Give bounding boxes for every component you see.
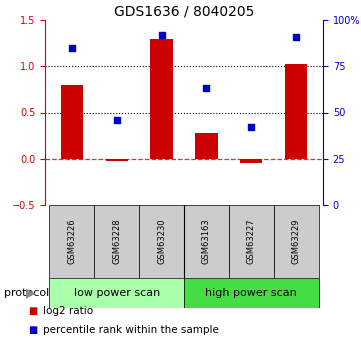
Text: ■: ■ [28, 306, 37, 316]
Text: GSM63230: GSM63230 [157, 219, 166, 264]
Bar [184, 278, 318, 308]
Point [114, 117, 119, 123]
Bar [195, 133, 218, 159]
Bar [49, 205, 94, 278]
Bar [229, 205, 274, 278]
Point [204, 86, 209, 91]
Bar [105, 159, 128, 161]
Text: GSM63226: GSM63226 [68, 219, 77, 264]
Text: low power scan: low power scan [74, 288, 160, 298]
Text: ▶: ▶ [26, 286, 35, 299]
Point [159, 32, 165, 38]
Text: log2 ratio: log2 ratio [43, 306, 93, 316]
Point [293, 34, 299, 39]
Bar [285, 65, 307, 159]
Text: high power scan: high power scan [205, 288, 297, 298]
Text: GSM63163: GSM63163 [202, 219, 211, 264]
Text: protocol: protocol [4, 288, 49, 298]
Bar [184, 205, 229, 278]
Text: GSM63229: GSM63229 [292, 219, 301, 264]
Text: GSM63227: GSM63227 [247, 219, 256, 264]
Bar [94, 205, 139, 278]
Bar [139, 205, 184, 278]
Text: GSM63228: GSM63228 [112, 219, 121, 264]
Bar [240, 159, 262, 164]
Title: GDS1636 / 8040205: GDS1636 / 8040205 [114, 5, 254, 19]
Point [69, 45, 75, 50]
Bar [61, 85, 83, 159]
Bar [274, 205, 318, 278]
Point [248, 125, 254, 130]
Text: percentile rank within the sample: percentile rank within the sample [43, 325, 219, 335]
Bar [49, 278, 184, 308]
Bar [151, 39, 173, 159]
Text: ■: ■ [28, 325, 37, 335]
